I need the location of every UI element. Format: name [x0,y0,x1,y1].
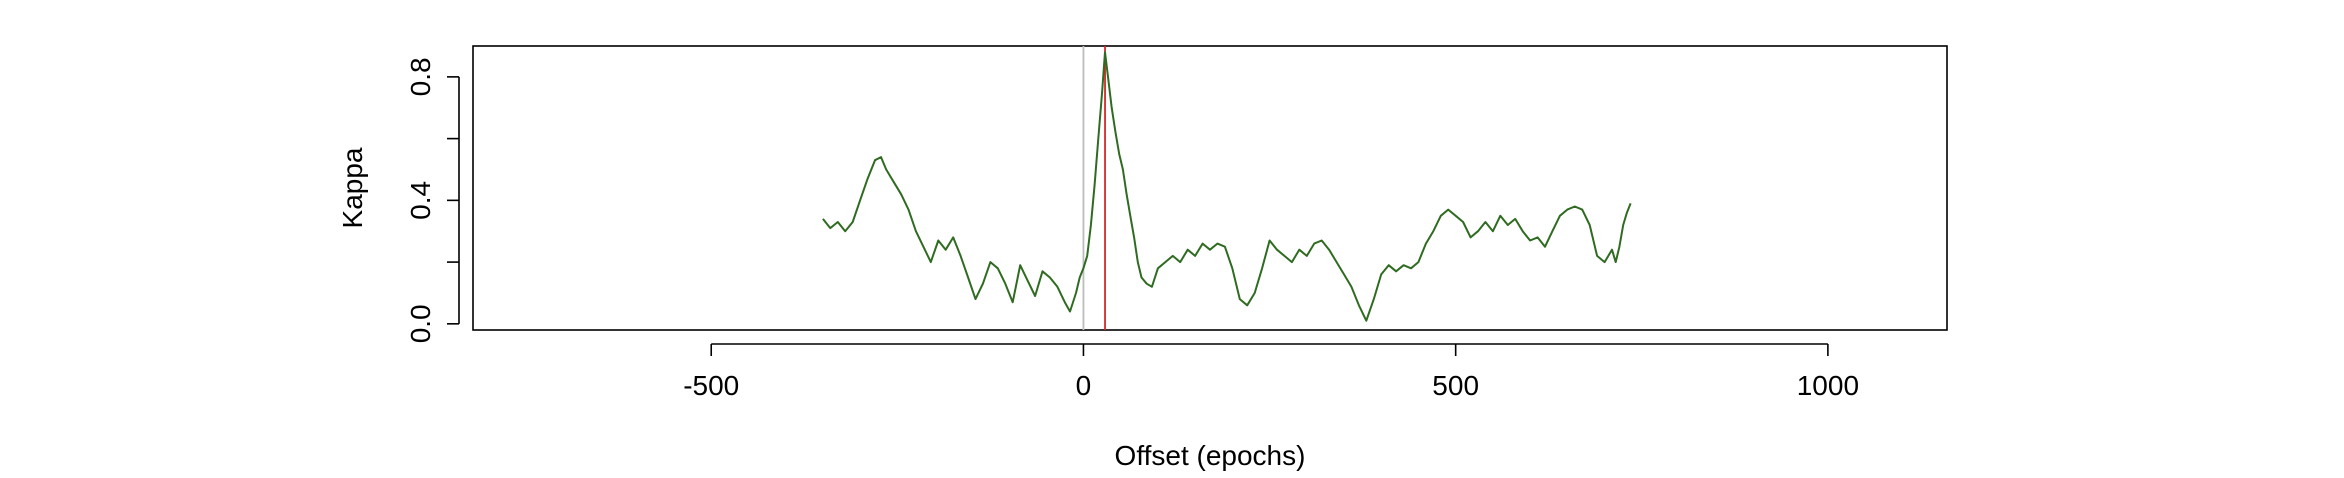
y-tick-label: 0.8 [405,57,436,96]
y-axis-title: Kappa [337,147,368,228]
y-tick-label: 0.0 [405,304,436,343]
x-axis: -500 0 500 1000 [683,343,1859,401]
x-tick-label: 1000 [1797,370,1859,401]
x-axis-title: Offset (epochs) [1115,440,1306,471]
x-tick-label: 500 [1432,370,1479,401]
y-axis: 0.0 0.4 0.8 [405,57,460,343]
x-tick-label: -500 [683,370,739,401]
y-tick-label: 0.4 [405,181,436,220]
reference-lines [1082,46,1106,330]
plot-frame [472,45,1948,331]
kappa-series-line [822,51,1632,322]
x-tick-label: 0 [1076,370,1092,401]
